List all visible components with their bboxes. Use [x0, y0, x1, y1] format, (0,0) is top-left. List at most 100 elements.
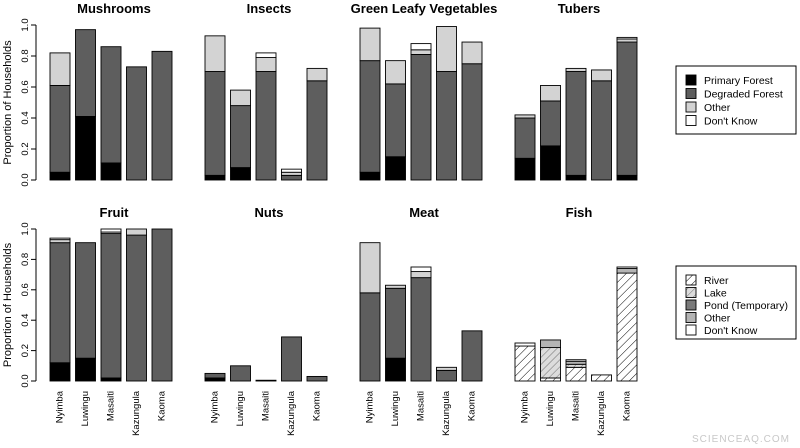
bar-stack-kazungula: [436, 366, 457, 382]
bar-stack-masaiti: [410, 266, 432, 382]
bar-segment-degraded-forest: [410, 54, 432, 181]
bar-segment-degraded-forest: [75, 29, 96, 117]
bar-segment-degraded-forest: [359, 292, 381, 382]
legend-label: Other: [704, 313, 731, 325]
bar-stack-masaiti: [100, 46, 122, 181]
bar-stack-nyimba: [49, 237, 71, 382]
bar-segment-degraded-forest: [385, 287, 406, 359]
x-tick-label: Nyimba: [210, 390, 221, 423]
legend-entry-don-t-know: Don't Know: [685, 324, 758, 337]
bar-segment-don-t-know: [410, 266, 432, 273]
legend-entry-other: Other: [685, 101, 731, 114]
bar-stack-kaoma: [306, 375, 328, 382]
legend-entry-other: Other: [685, 312, 731, 325]
bar-segment-degraded-forest: [306, 375, 328, 382]
y-tick-label: 0.8: [20, 253, 31, 266]
bar-stack-luwingu: [230, 89, 251, 181]
bar-stack-kazungula: [126, 66, 147, 181]
bar-segment-other: [514, 114, 536, 119]
bar-segment-river: [514, 345, 536, 382]
bar-segment-degraded-forest: [306, 80, 328, 181]
bar-segment-primary-forest: [514, 157, 536, 181]
panel-green-leafy-vegetables: Green Leafy Vegetables: [351, 1, 497, 181]
bar-stack-masaiti: [100, 228, 122, 382]
bar-stack-luwingu: [230, 365, 251, 382]
bar-stack-kazungula: [591, 374, 612, 382]
panel-insects: Insects: [204, 1, 328, 181]
x-tick-label: Kaoma: [622, 390, 633, 421]
bar-stack-kazungula: [281, 168, 302, 181]
bar-segment-other: [436, 26, 457, 72]
legend-swatch: [685, 312, 697, 323]
panel-meat: Meat Nyimba Luwingu Masaiti Kazungula Kaoma: [359, 205, 483, 436]
legend-label: Don't Know: [704, 325, 758, 337]
bar-stack-kazungula: [126, 228, 147, 382]
bar-segment-degraded-forest: [255, 71, 277, 181]
legend-label: Other: [704, 102, 731, 114]
bar-segment-primary-forest: [100, 162, 122, 181]
bar-segment-other: [204, 35, 226, 72]
bar-segment-other: [591, 69, 612, 82]
y-tick-label: 1.0: [20, 222, 31, 235]
panel-tubers: Tubers: [514, 1, 638, 181]
panel-title: Fruit: [100, 205, 130, 220]
bar-segment-degraded-forest: [230, 365, 251, 382]
bar-segment-degraded-forest: [591, 80, 612, 181]
legend-swatch: [685, 74, 697, 86]
x-tick-label: Luwingu: [390, 391, 401, 426]
panel-title: Meat: [409, 205, 439, 220]
bar-segment-degraded-forest: [75, 242, 96, 359]
panel-title: Tubers: [558, 1, 600, 16]
bar-stack-nyimba: [204, 35, 226, 181]
bar-stack-nyimba: [514, 114, 536, 181]
y-tick-label: 0.4: [20, 314, 31, 327]
x-tick-label: Kaoma: [312, 390, 323, 421]
y-axis-title: Proportion of Households: [2, 242, 14, 367]
bar-segment-river: [591, 374, 612, 382]
bar-stack-kaoma: [151, 50, 173, 181]
bar-stack-masaiti: [565, 359, 587, 382]
bar-segment-degraded-forest: [126, 66, 147, 181]
legend-swatch: [685, 299, 697, 311]
bar-stack-kazungula: [436, 26, 457, 181]
bar-segment-other: [410, 49, 432, 55]
x-tick-label: Kaoma: [157, 390, 168, 421]
x-tick-label: Masaiti: [571, 391, 582, 421]
bar-stack-kaoma: [461, 41, 483, 181]
bar-segment-don-t-know: [410, 43, 432, 51]
bar-stack-luwingu: [385, 284, 406, 382]
legend-entry-lake: Lake: [685, 287, 727, 300]
bar-segment-primary-forest: [385, 156, 406, 181]
bar-segment-lake: [565, 363, 587, 368]
bar-segment-primary-forest: [204, 377, 226, 382]
bar-segment-degraded-forest: [204, 372, 226, 379]
x-tick-label: Nyimba: [365, 390, 376, 423]
legend-label: Degraded Forest: [704, 89, 783, 101]
bar-segment-degraded-forest: [410, 277, 432, 382]
y-tick-label: 0.8: [20, 49, 31, 62]
x-tick-label: Kazungula: [131, 390, 142, 436]
bar-segment-other: [385, 284, 406, 289]
bar-segment-primary-forest: [359, 171, 381, 181]
bar-segment-other: [126, 228, 147, 236]
legend-label: Don't Know: [704, 116, 758, 128]
bar-segment-primary-forest: [75, 115, 96, 181]
legend-swatch: [685, 274, 697, 286]
legend-label: Primary Forest: [704, 75, 773, 87]
chart-panels: Mushrooms 0.0 0.2 0.4 0.6 0.8 1.0 Proportion of…: [2, 1, 638, 436]
bar-segment-degraded-forest: [385, 83, 406, 158]
panel-title: Fish: [566, 205, 593, 220]
bar-stack-masaiti: [565, 67, 587, 181]
bar-segment-degraded-forest: [565, 71, 587, 176]
bar-segment-other: [281, 171, 302, 176]
bar-segment-other: [49, 239, 71, 244]
bar-segment-degraded-forest: [204, 71, 226, 176]
legend-label: River: [704, 275, 729, 287]
bar-segment-degraded-forest: [540, 100, 561, 147]
bar-segment-other: [565, 360, 587, 365]
bar-segment-degraded-forest: [616, 41, 638, 176]
bar-segment-river: [616, 272, 638, 382]
panel-mushrooms: Mushrooms 0.0 0.2 0.4 0.6 0.8 1.0 Proportion of…: [2, 1, 173, 187]
